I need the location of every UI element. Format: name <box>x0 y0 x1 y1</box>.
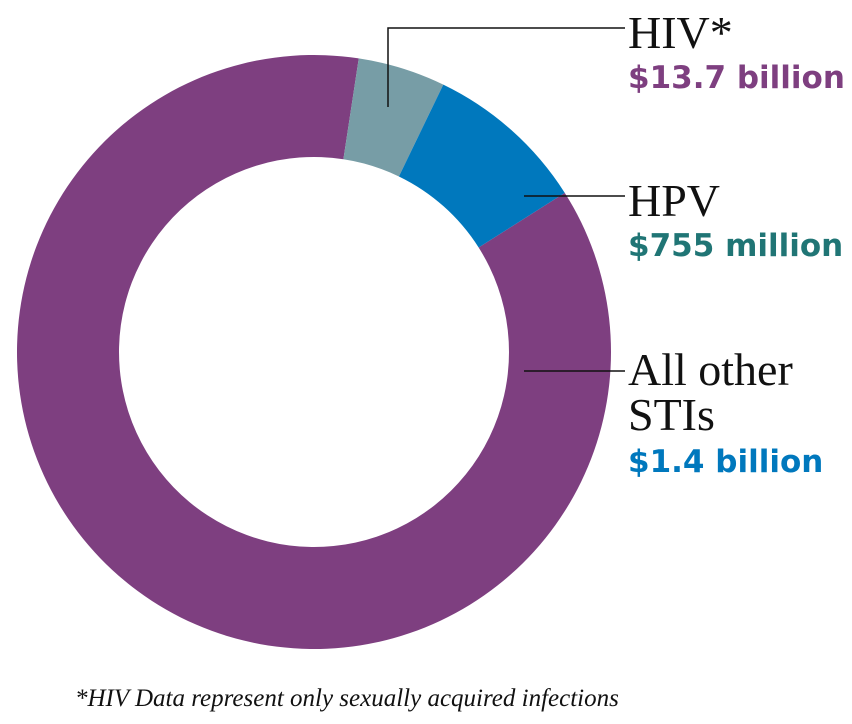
label-hiv-value: $13.7 billion <box>628 60 845 96</box>
label-hiv-name: HIV* <box>628 7 733 58</box>
label-other-value: $1.4 billion <box>628 444 823 480</box>
leader-lines <box>387 27 625 372</box>
slice-hpv <box>343 58 444 177</box>
donut-slices <box>16 55 612 650</box>
footnote: *HIV Data represent only sexually acquir… <box>75 685 619 712</box>
label-other: All other STIs $1.4 billion <box>628 344 823 480</box>
leader-hiv <box>387 27 625 107</box>
label-hpv-name: HPV <box>628 175 720 226</box>
label-hpv: HPV $755 million <box>628 175 843 264</box>
label-hiv: HIV* $13.7 billion <box>628 7 845 96</box>
slice-hiv <box>16 55 612 650</box>
slice-other-stis <box>398 84 565 248</box>
label-other-name-line1: All other <box>628 344 793 395</box>
label-other-name-line2: STIs <box>628 389 715 440</box>
label-hpv-value: $755 million <box>628 228 843 264</box>
